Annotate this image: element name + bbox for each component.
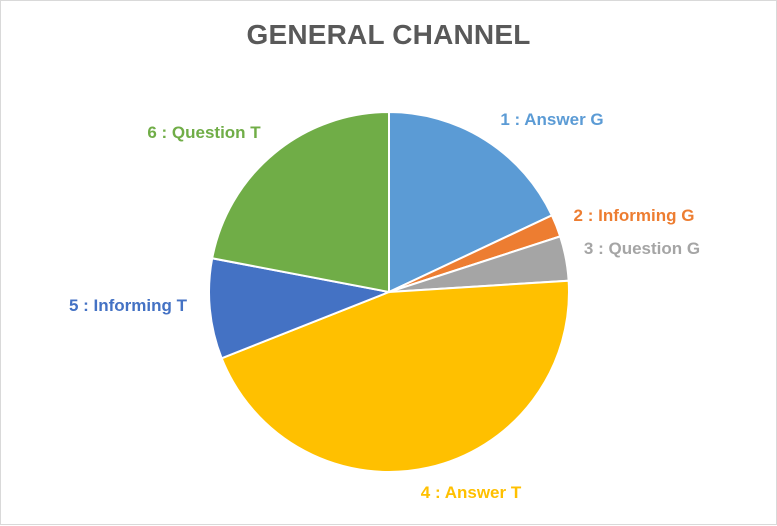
- data-label-1-answer-g: 1 : Answer G: [500, 110, 603, 129]
- data-label-2-informing-g: 2 : Informing G: [574, 206, 695, 225]
- data-label-3-question-g: 3 : Question G: [584, 239, 700, 258]
- data-label-5-informing-t: 5 : Informing T: [69, 296, 188, 315]
- data-label-6-question-t: 6 : Question T: [147, 123, 261, 142]
- data-label-4-answer-t: 4 : Answer T: [421, 483, 522, 502]
